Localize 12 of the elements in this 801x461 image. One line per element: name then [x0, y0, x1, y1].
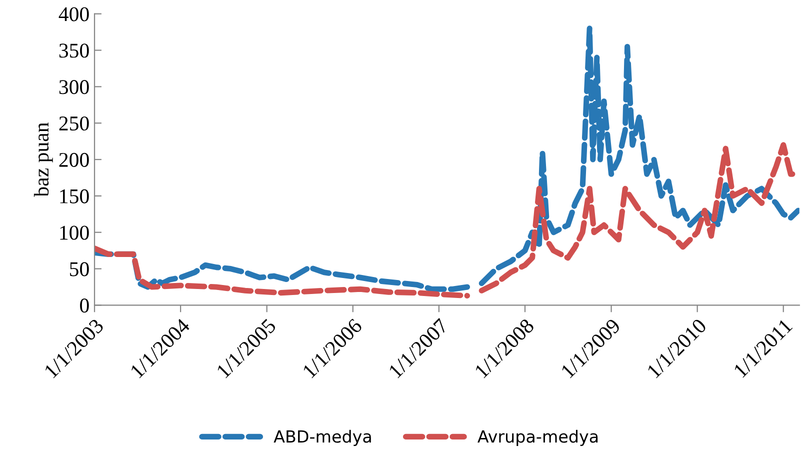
y-tick-label: 150: [60, 189, 89, 204]
y-tick-label: 0: [80, 298, 89, 313]
y-tick-label: 400: [58, 7, 89, 22]
y-tick-label: 50: [70, 262, 89, 276]
y-tick-label: 250: [59, 116, 89, 131]
y-axis-title: baz puan: [34, 122, 53, 197]
legend-label: Avrupa-medya: [478, 430, 598, 446]
y-tick-label: 350: [59, 44, 89, 58]
y-tick-label: 200: [59, 152, 89, 167]
legend-label: ABD-medya: [274, 430, 371, 446]
y-tick-label: 300: [59, 80, 89, 94]
y-tick-label: 100: [60, 226, 89, 240]
